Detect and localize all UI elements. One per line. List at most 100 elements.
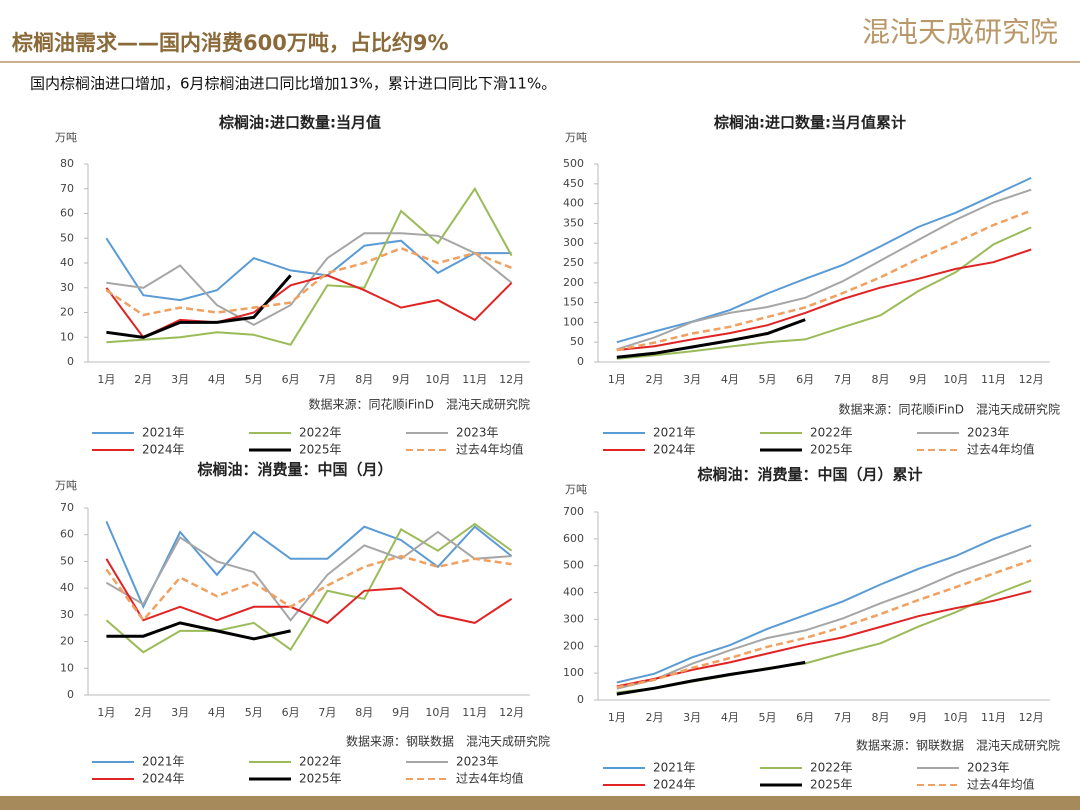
series-line [105,246,513,317]
x-tick-label: 12月 [1019,711,1044,724]
legend-label: 2024年 [653,778,696,792]
series-line [105,558,513,625]
y-tick-label: 400 [563,197,584,210]
x-tick-label: 6月 [282,706,300,719]
series-line [616,248,1032,352]
x-tick-label: 1月 [608,373,626,386]
x-tick-label: 4月 [208,706,226,719]
y-tick-label: 0 [67,355,74,368]
series-line [616,318,806,359]
x-tick-label: 4月 [208,373,226,386]
y-tick-label: 300 [563,612,584,625]
chart-title: 棕榈油:进口数量:当月值 [219,114,381,132]
legend-label: 过去4年均值 [456,771,524,786]
x-tick-label: 6月 [796,373,814,386]
series-line [105,530,512,622]
x-tick-label: 10月 [425,706,450,719]
legend-label: 2021年 [142,755,185,769]
source-note: 数据来源：同花顺iFinD 混沌天成研究院 [838,402,1060,417]
x-tick-label: 7月 [318,706,336,719]
y-tick-label: 30 [60,608,74,621]
x-tick-label: 4月 [721,373,739,386]
legend-label: 2021年 [653,426,696,440]
series-line [616,559,1032,689]
legend-label: 2025年 [299,443,342,457]
y-tick-label: 40 [60,256,74,269]
x-tick-label: 9月 [909,373,927,386]
y-tick-label: 500 [563,157,584,170]
y-tick-label: 50 [60,554,74,567]
x-tick-label: 3月 [171,706,189,719]
x-tick-label: 5月 [245,373,263,386]
y-tick-label: 0 [577,355,584,368]
legend-label: 2025年 [810,778,853,792]
x-tick-label: 2月 [646,711,664,724]
x-tick-label: 5月 [245,706,263,719]
footer-bar [0,796,1080,810]
series-line [105,237,512,302]
y-tick-label: 40 [60,581,74,594]
series-line [106,621,291,641]
y-tick-label: 30 [60,281,74,294]
y-tick-label: 600 [563,532,584,545]
legend-label: 2022年 [299,755,342,769]
series-line [105,522,513,654]
legend-label: 过去4年均值 [967,442,1035,457]
y-tick-label: 50 [570,335,584,348]
y-tick-label: 350 [563,216,584,229]
series-line [105,521,513,610]
y-tick-label: 80 [60,157,74,170]
x-tick-label: 8月 [872,373,890,386]
series-line [616,176,1032,344]
series-line [105,274,513,339]
x-tick-label: 11月 [981,711,1006,724]
legend-label: 2021年 [653,761,696,775]
x-tick-label: 7月 [834,711,852,724]
x-tick-label: 10月 [425,373,450,386]
y-tick-label: 0 [577,693,584,706]
chart-title: 棕榈油:进口数量:当月值累计 [714,114,906,132]
x-tick-label: 9月 [909,711,927,724]
y-tick-label: 20 [60,635,74,648]
y-tick-label: 100 [563,666,584,679]
legend-label: 2025年 [810,443,853,457]
x-tick-label: 8月 [355,373,373,386]
y-tick-label: 700 [563,505,584,518]
y-tick-label: 60 [60,528,74,541]
source-note: 数据来源：同花顺iFinD 混沌天成研究院 [308,397,530,412]
y-tick-label: 300 [563,236,584,249]
legend-label: 过去4年均值 [456,442,524,457]
legend-label: 2024年 [653,443,696,457]
x-tick-label: 1月 [97,373,115,386]
subtitle: 国内棕榈油进口增加，6月棕榈油进口同比增加13%，累计进口同比下滑11%。 [30,75,556,93]
y-tick-label: 450 [563,177,584,190]
y-tick-label: 500 [563,559,584,572]
series-line [616,544,1032,690]
series-line [616,579,1032,694]
x-tick-label: 5月 [759,373,777,386]
x-tick-label: 5月 [759,711,777,724]
legend-label: 2024年 [142,772,185,786]
y-tick-label: 0 [67,688,74,701]
y-tick-label: 400 [563,586,584,599]
x-tick-label: 1月 [97,706,115,719]
slide-title: 棕榈油需求——国内消费600万吨，占比约9% [12,31,449,55]
legend-label: 2023年 [456,755,499,769]
y-tick-label: 20 [60,306,74,319]
y-unit: 万吨 [565,131,587,144]
x-tick-label: 8月 [355,706,373,719]
series-line [616,209,1032,352]
y-tick-label: 200 [563,639,584,652]
x-tick-label: 11月 [462,373,487,386]
legend-label: 2022年 [810,761,853,775]
x-tick-label: 12月 [499,706,524,719]
series-line [616,524,1032,684]
series-line [106,274,292,339]
x-tick-label: 9月 [392,373,410,386]
series-line [616,590,1032,688]
x-tick-label: 2月 [134,373,152,386]
x-tick-label: 10月 [943,711,968,724]
legend-label: 2023年 [967,426,1010,440]
y-unit: 万吨 [55,131,77,144]
